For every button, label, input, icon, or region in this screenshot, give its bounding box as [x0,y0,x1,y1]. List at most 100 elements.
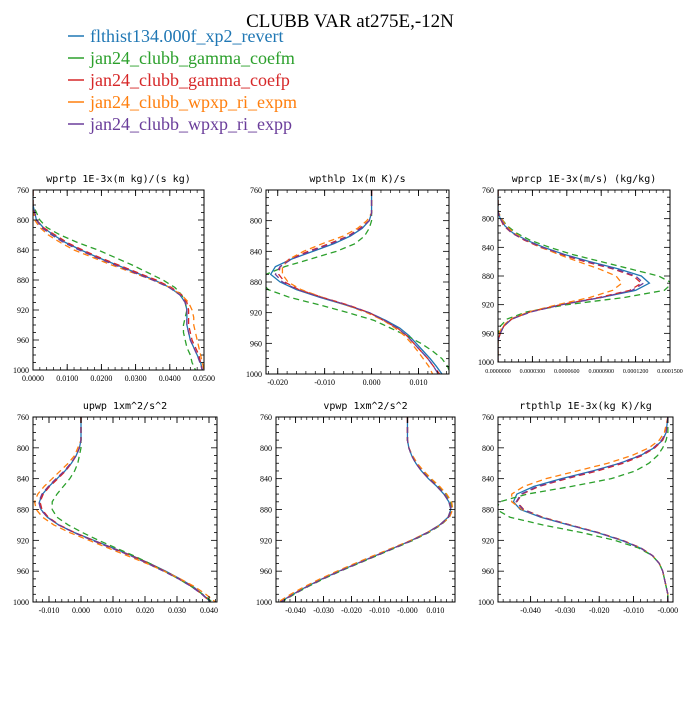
y-tick-label: 800 [260,444,272,453]
x-tick-label: -0.040 [520,606,541,615]
series-line [277,417,454,602]
series-line [33,190,203,370]
y-tick-label: 840 [482,243,494,252]
x-tick-label: 0.0300 [125,374,147,383]
y-tick-label: 1000 [256,598,272,607]
y-tick-label: 960 [250,339,262,348]
y-tick-label: 800 [17,216,29,225]
y-tick-label: 920 [482,536,494,545]
series-line [280,417,453,602]
x-tick-label: 0.0001500 [657,369,683,375]
y-tick-label: 960 [260,567,272,576]
chart-title: wprcp 1E-3x(m/s) (kg/kg) [512,174,657,185]
y-tick-label: 960 [17,567,29,576]
y-tick-label: 920 [250,309,262,318]
chart-panel: rtpthlp 1E-3x(kg K)/kg 760 800 840 880 920 960… [478,401,678,615]
chart-panel: wprcp 1E-3x(m/s) (kg/kg) 760 800 840 880 920 9… [478,174,683,375]
y-tick-label: 920 [260,536,272,545]
y-tick-label: 760 [260,413,272,422]
y-tick-label: 1000 [478,598,494,607]
series-line [281,190,434,374]
x-tick-label: 0.0100 [56,374,78,383]
y-tick-label: 800 [482,215,494,224]
y-tick-label: 880 [482,272,494,281]
legend-label: jan24_clubb_wpxp_ri_expm [89,92,297,112]
x-tick-label: 0.0000300 [520,369,546,375]
x-tick-label: 0.010 [104,606,122,615]
y-tick-label: 960 [482,567,494,576]
y-tick-label: 800 [482,444,494,453]
x-tick-label: 0.000 [363,378,381,387]
y-tick-label: 840 [17,246,29,255]
x-tick-label: -0.010 [39,606,60,615]
y-tick-label: 800 [250,217,262,226]
x-tick-label: 0.0000900 [588,369,614,375]
y-tick-label: 960 [482,329,494,338]
chart-title: vpwp 1xm^2/s^2 [323,401,407,412]
x-tick-label: -0.030 [313,606,334,615]
x-tick-label: -0.020 [267,378,288,387]
chart-title: rtpthlp 1E-3x(kg K)/kg [519,401,651,412]
x-tick-label: 0.010 [410,378,428,387]
series-line [498,190,645,362]
series-line [33,190,197,370]
panels: wprtp 1E-3x(m kg)/(s kg) 760 800 840 880 920 9… [13,174,683,615]
chart-title: wprtp 1E-3x(m kg)/(s kg) [46,174,191,185]
x-tick-label: 0.020 [136,606,154,615]
legend: flthist134.000f_xp2_revert jan24_clubb_ga… [68,26,297,134]
x-tick-label: -0.010 [623,606,644,615]
x-tick-label: 0.000 [72,606,90,615]
figure-title: CLUBB VAR at275E,-12N [246,11,454,32]
y-tick-label: 880 [17,506,29,515]
y-tick-label: 1000 [13,366,29,375]
y-tick-label: 1000 [246,370,262,379]
series-line [38,417,212,602]
series-line [269,190,443,374]
y-tick-label: 840 [482,475,494,484]
x-tick-label: -0.030 [555,606,576,615]
x-tick-label: 0.010 [426,606,444,615]
chart-title: wpthlp 1x(m K)/s [309,174,405,185]
x-tick-label: 0.0500 [193,374,215,383]
y-tick-label: 1000 [478,358,494,367]
y-tick-label: 880 [260,506,272,515]
legend-label: jan24_clubb_wpxp_ri_expp [89,114,292,134]
series-line [33,190,203,370]
y-tick-label: 760 [482,413,494,422]
chart-title: upwp 1xm^2/s^2 [83,401,167,412]
x-tick-label: 0.0000000 [485,369,511,375]
series-line [498,417,669,602]
y-tick-label: 920 [17,536,29,545]
y-tick-label: 760 [17,186,29,195]
y-tick-label: 800 [17,444,29,453]
legend-label: flthist134.000f_xp2_revert [90,26,283,46]
y-tick-label: 880 [17,276,29,285]
y-tick-label: 760 [250,186,262,195]
series-line [498,190,623,362]
chart-panel: wpthlp 1x(m K)/s 760 800 840 880 920 960 1000 -0… [246,174,450,387]
x-tick-label: -0.020 [341,606,362,615]
x-tick-label: 0.0001200 [623,369,649,375]
series-line [515,417,669,602]
x-tick-label: -0.020 [589,606,610,615]
y-tick-label: 920 [17,306,29,315]
legend-label: jan24_clubb_gamma_coefp [89,70,290,90]
y-tick-label: 840 [260,475,272,484]
x-tick-label: 0.0400 [159,374,181,383]
x-tick-label: -0.000 [397,606,418,615]
x-tick-label: 0.0000 [22,374,44,383]
x-tick-label: 0.040 [200,606,218,615]
y-tick-label: 840 [250,247,262,256]
x-tick-label: 0.0200 [90,374,112,383]
y-tick-label: 920 [482,301,494,310]
x-tick-label: -0.000 [658,606,679,615]
chart-panel: wprtp 1E-3x(m kg)/(s kg) 760 800 840 880 920 9… [13,174,215,383]
y-tick-label: 760 [17,413,29,422]
y-tick-label: 880 [482,506,494,515]
y-tick-label: 880 [250,278,262,287]
x-tick-label: 0.030 [168,606,186,615]
chart-panel: upwp 1xm^2/s^2 760 800 840 880 920 960 1000 -0.0… [13,401,218,615]
series-line [274,190,439,374]
